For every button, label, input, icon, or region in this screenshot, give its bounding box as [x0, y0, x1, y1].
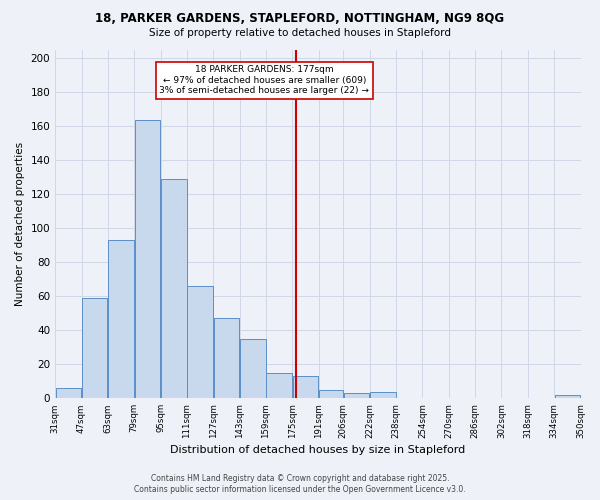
Bar: [240, 339, 266, 398]
Bar: [214, 318, 239, 398]
Bar: [370, 392, 395, 398]
Bar: [108, 240, 134, 398]
Bar: [134, 120, 160, 398]
Bar: [319, 390, 343, 398]
X-axis label: Distribution of detached houses by size in Stapleford: Distribution of detached houses by size …: [170, 445, 466, 455]
Bar: [554, 395, 580, 398]
Bar: [344, 393, 370, 398]
Bar: [56, 388, 81, 398]
Text: Size of property relative to detached houses in Stapleford: Size of property relative to detached ho…: [149, 28, 451, 38]
Bar: [187, 286, 213, 399]
Text: Contains HM Land Registry data © Crown copyright and database right 2025.
Contai: Contains HM Land Registry data © Crown c…: [134, 474, 466, 494]
Y-axis label: Number of detached properties: Number of detached properties: [15, 142, 25, 306]
Bar: [266, 373, 292, 398]
Bar: [293, 376, 318, 398]
Text: 18, PARKER GARDENS, STAPLEFORD, NOTTINGHAM, NG9 8QG: 18, PARKER GARDENS, STAPLEFORD, NOTTINGH…: [95, 12, 505, 26]
Text: 18 PARKER GARDENS: 177sqm
← 97% of detached houses are smaller (609)
3% of semi-: 18 PARKER GARDENS: 177sqm ← 97% of detac…: [160, 66, 369, 95]
Bar: [82, 298, 107, 398]
Bar: [161, 179, 187, 398]
